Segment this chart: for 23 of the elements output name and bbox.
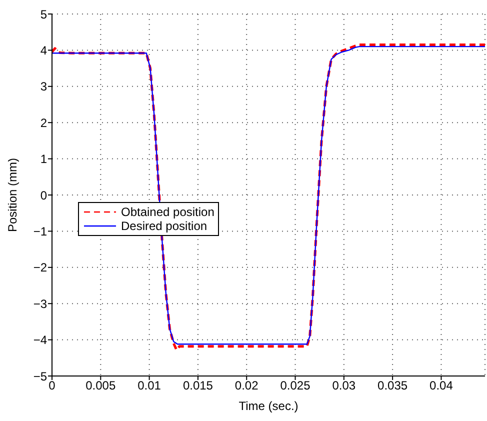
y-tick-label: 3 [40,80,48,94]
y-tick-label: 5 [40,7,48,22]
y-tick-label: 2 [40,116,48,130]
x-tick-label: 0.01 [138,378,162,393]
y-axis-title: Position (mm) [5,158,20,232]
x-tick-label: 0.03 [332,378,356,393]
y-tick-label: −4 [33,333,48,348]
legend-label: Desired position [121,219,208,233]
legend-label: Obtained position [121,205,214,219]
x-axis-title: Time (sec.) [238,399,298,413]
y-tick-label: −5 [33,369,48,384]
y-tick-label: −3 [33,296,48,311]
y-tick-label: 4 [40,43,48,58]
y-tick-label: −1 [33,224,48,238]
x-tick-label: 0.04 [430,378,454,393]
y-tick-label: 0 [40,188,48,202]
x-tick-label: 0.025 [280,378,311,393]
x-tick-label: 0.015 [182,378,214,393]
x-tick-label: 0.02 [234,378,259,393]
y-tick-label: −2 [33,260,48,275]
x-tick-label: 0.035 [378,378,408,393]
y-tick-label: 1 [40,152,48,166]
x-tick-label: 0.005 [86,378,116,393]
